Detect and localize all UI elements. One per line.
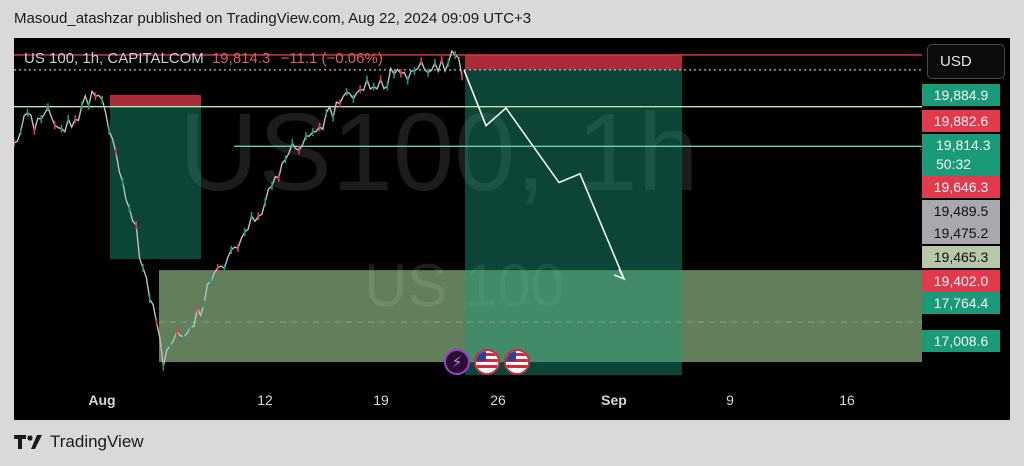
time-axis[interactable]: Aug 12 19 26 Sep 9 16: [14, 384, 922, 420]
time-tick-label: 12: [257, 392, 273, 408]
symbol-price: 19,814.3: [211, 50, 271, 67]
zone-bullish[interactable]: [465, 69, 682, 376]
price-tag[interactable]: 19,814.3 50:32: [922, 134, 1000, 176]
plot-area[interactable]: US100, 1h US 100 US 100, 1h, CAPITALCOM …: [14, 38, 922, 384]
time-tick-label: 16: [839, 392, 855, 408]
projection-arrowhead: [613, 268, 626, 281]
events-row: ⚡: [444, 349, 530, 377]
us-flag-icon[interactable]: [474, 349, 500, 375]
price-tag[interactable]: 17,764.4: [922, 292, 1000, 314]
price-tag-label: 19,465.3: [933, 249, 989, 265]
footer: TradingView: [14, 432, 144, 452]
price-tag-label: 19,814.3: [936, 137, 991, 153]
price-tag-label: 17,764.4: [933, 295, 989, 311]
price-tag[interactable]: 19,402.0: [922, 270, 1000, 292]
price-tag-label: 19,489.5: [933, 203, 989, 219]
price-chart[interactable]: US100, 1h US 100: [14, 38, 922, 384]
price-tag-label: 19,402.0: [933, 273, 989, 289]
symbol-name: US 100, 1h, CAPITALCOM: [24, 50, 204, 67]
time-tick-label: 9: [726, 392, 734, 408]
chart-frame: US100, 1h US 100 US 100, 1h, CAPITALCOM …: [14, 38, 1010, 420]
price-tag[interactable]: 19,884.9: [922, 84, 1000, 106]
time-tick-label: 26: [490, 392, 506, 408]
time-tick-label: Sep: [601, 392, 627, 408]
currency-button[interactable]: USD: [927, 44, 1005, 79]
price-tag-label: 19,882.6: [933, 113, 989, 129]
us-flag-icon[interactable]: [504, 349, 530, 375]
price-tag-label: 19,646.3: [933, 179, 989, 195]
price-tag[interactable]: 17,008.6: [922, 330, 1000, 352]
symbol-header: US 100, 1h, CAPITALCOM 19,814.3 −11.1 (−…: [24, 50, 383, 67]
price-tag[interactable]: 19,475.2: [922, 222, 1000, 244]
price-tag-label: 19,884.9: [933, 87, 989, 103]
zone-demand[interactable]: [159, 270, 922, 363]
zone-bearish[interactable]: [465, 54, 682, 70]
price-tag[interactable]: 19,646.3: [922, 176, 1000, 198]
price-tag[interactable]: 19,465.3: [922, 246, 1000, 268]
publisher-line: Masoud_atashzar published on TradingView…: [14, 10, 532, 27]
price-tag-label: 17,008.6: [933, 333, 989, 349]
zone-bearish[interactable]: [110, 94, 201, 107]
projection-path[interactable]: [463, 69, 625, 280]
watermark-main: US100, 1h: [179, 91, 699, 214]
time-tick-label: Aug: [88, 392, 116, 408]
tradingview-logo-icon: [14, 435, 42, 449]
countdown-label: 50:32: [936, 156, 972, 172]
footer-brand: TradingView: [50, 432, 144, 451]
price-tag[interactable]: 19,489.5: [922, 200, 1000, 222]
zone-bullish[interactable]: [110, 106, 201, 260]
symbol-change: −11.1 (−0.06%): [280, 50, 383, 67]
price-tag[interactable]: 19,882.6: [922, 110, 1000, 132]
price-tag-label: 19,475.2: [933, 225, 989, 241]
time-tick-label: 19: [373, 392, 389, 408]
lightning-icon[interactable]: ⚡: [444, 349, 470, 375]
